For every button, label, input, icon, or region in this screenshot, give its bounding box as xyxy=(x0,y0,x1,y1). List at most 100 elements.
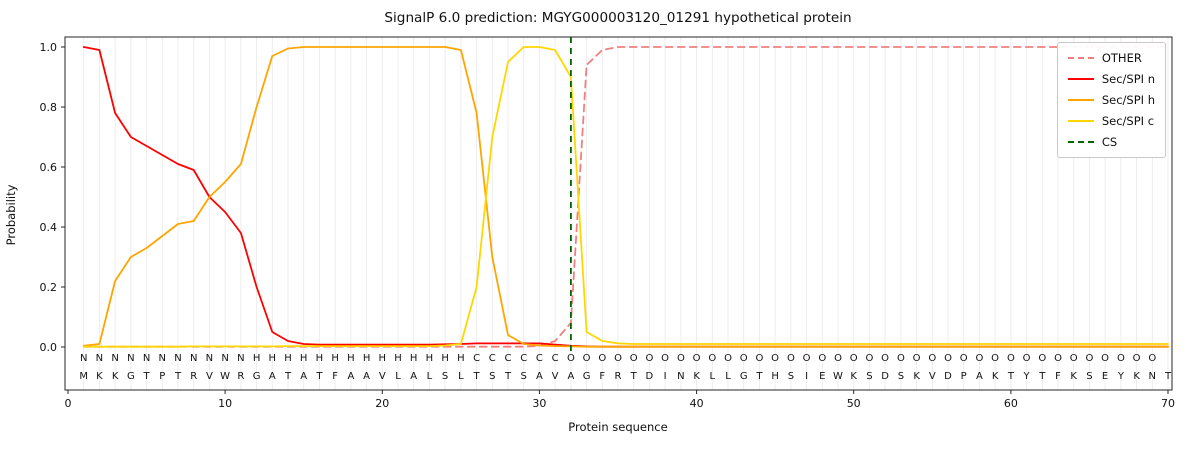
region-letter: H xyxy=(284,353,292,364)
sequence-letter: K xyxy=(693,371,700,382)
region-letter: N xyxy=(174,353,181,364)
sequence-letter: R xyxy=(190,371,197,382)
sequence-letter: E xyxy=(819,371,825,382)
region-letter: O xyxy=(614,353,622,364)
sequence-letter: S xyxy=(898,371,904,382)
region-letter: H xyxy=(426,353,434,364)
sequence-letter: D xyxy=(881,371,889,382)
region-letter: O xyxy=(850,353,858,364)
sequence-letter: S xyxy=(521,371,527,382)
region-letter: O xyxy=(1070,353,1078,364)
legend-item-sec-spi-n: Sec/SPI n xyxy=(1067,71,1155,87)
region-letter: O xyxy=(834,353,842,364)
region-letter: O xyxy=(771,353,779,364)
region-letter: H xyxy=(300,353,308,364)
region-letter: N xyxy=(190,353,197,364)
legend-line-sec-spi-n-icon xyxy=(1067,78,1094,80)
region-letter: C xyxy=(520,353,527,364)
sequence-letter: Y xyxy=(1023,371,1031,382)
x-tick-label: 40 xyxy=(690,397,704,410)
x-tick-label: 10 xyxy=(218,397,232,410)
y-tick-label: 1.0 xyxy=(40,41,58,54)
sequence-letter: L xyxy=(395,371,401,382)
line-sec-spi-c xyxy=(82,46,1169,348)
sequence-letter: K xyxy=(1133,371,1140,382)
region-letter: O xyxy=(991,353,999,364)
sequence-letter: R xyxy=(237,371,244,382)
legend-label-other: OTHER xyxy=(1101,51,1142,65)
sequence-letter: K xyxy=(1070,371,1077,382)
region-letter: N xyxy=(80,353,87,364)
region-letter: O xyxy=(1038,353,1046,364)
legend-line-cs-icon xyxy=(1067,141,1094,143)
region-letter: O xyxy=(740,353,748,364)
sequence-letter: L xyxy=(725,371,731,382)
region-letter: N xyxy=(143,353,150,364)
region-letter: H xyxy=(457,353,465,364)
sequence-letter: P xyxy=(961,371,967,382)
x-tick-label: 70 xyxy=(1161,397,1175,410)
chart-title: SignalP 6.0 prediction: MGYG000003120_01… xyxy=(384,10,851,26)
y-tick-label: 0.2 xyxy=(40,281,58,294)
sequence-letter: L xyxy=(427,371,433,382)
sequence-letter: T xyxy=(473,371,481,382)
x-tick-label: 30 xyxy=(532,397,546,410)
x-tick-label: 50 xyxy=(847,397,861,410)
region-letter: O xyxy=(583,353,591,364)
legend-label-cs: CS xyxy=(1101,135,1118,149)
region-letter: N xyxy=(96,353,103,364)
region-letter: C xyxy=(473,353,480,364)
region-letter: H xyxy=(363,353,371,364)
sequence-letter: F xyxy=(1055,371,1061,382)
line-sec-spi-n xyxy=(82,46,1169,348)
legend-line-sec-spi-h-icon xyxy=(1067,99,1094,101)
region-letter: H xyxy=(379,353,387,364)
legend-item-other: OTHER xyxy=(1067,50,1155,66)
region-letter: O xyxy=(803,353,811,364)
sequence-letter: E xyxy=(1102,371,1108,382)
legend-label-sec-spi-n: Sec/SPI n xyxy=(1101,72,1155,86)
region-letter: O xyxy=(1054,353,1062,364)
sequence-letter: K xyxy=(112,371,119,382)
sequence-letter: K xyxy=(850,371,857,382)
region-letter: N xyxy=(206,353,213,364)
sequence-letter: N xyxy=(1149,371,1156,382)
y-tick-label: 0.6 xyxy=(40,161,58,174)
sequence-letter: N xyxy=(677,371,684,382)
sequence-letter: H xyxy=(771,371,779,382)
legend-label-sec-spi-c: Sec/SPI c xyxy=(1101,114,1155,128)
y-tick-label: 0.0 xyxy=(40,341,58,354)
region-letter: H xyxy=(394,353,402,364)
sequence-letter: G xyxy=(253,371,261,382)
sequence-letter: I xyxy=(664,371,667,382)
sequence-letter: S xyxy=(1086,371,1092,382)
sequence-rows: NMNKNKNGNTNPNTNRNVNWNRHGHAHTHAHTHFHAHAHV… xyxy=(79,353,1172,382)
region-letter: O xyxy=(897,353,905,364)
region-letter: O xyxy=(661,353,669,364)
sequence-letter: V xyxy=(206,371,213,382)
sequence-letter: T xyxy=(1164,371,1172,382)
legend-item-cs: CS xyxy=(1067,134,1155,150)
sequence-letter: A xyxy=(536,371,543,382)
region-letter: O xyxy=(1148,353,1156,364)
sequence-letter: S xyxy=(442,371,448,382)
x-axis-label: Protein sequence xyxy=(568,420,667,434)
sequence-letter: L xyxy=(710,371,716,382)
sequence-letter: S xyxy=(866,371,872,382)
region-letter: O xyxy=(865,353,873,364)
sequence-letter: T xyxy=(174,371,182,382)
sequence-letter: T xyxy=(143,371,151,382)
sequence-letter: S xyxy=(788,371,794,382)
region-letter: H xyxy=(331,353,339,364)
region-letter: O xyxy=(598,353,606,364)
sequence-letter: R xyxy=(615,371,622,382)
sequence-letter: F xyxy=(332,371,338,382)
sequence-letter: D xyxy=(646,371,654,382)
region-letter: O xyxy=(1007,353,1015,364)
x-tick-label: 20 xyxy=(375,397,389,410)
region-letter: O xyxy=(960,353,968,364)
sequence-letter: V xyxy=(379,371,386,382)
sequence-letter: D xyxy=(944,371,952,382)
region-letter: O xyxy=(677,353,685,364)
